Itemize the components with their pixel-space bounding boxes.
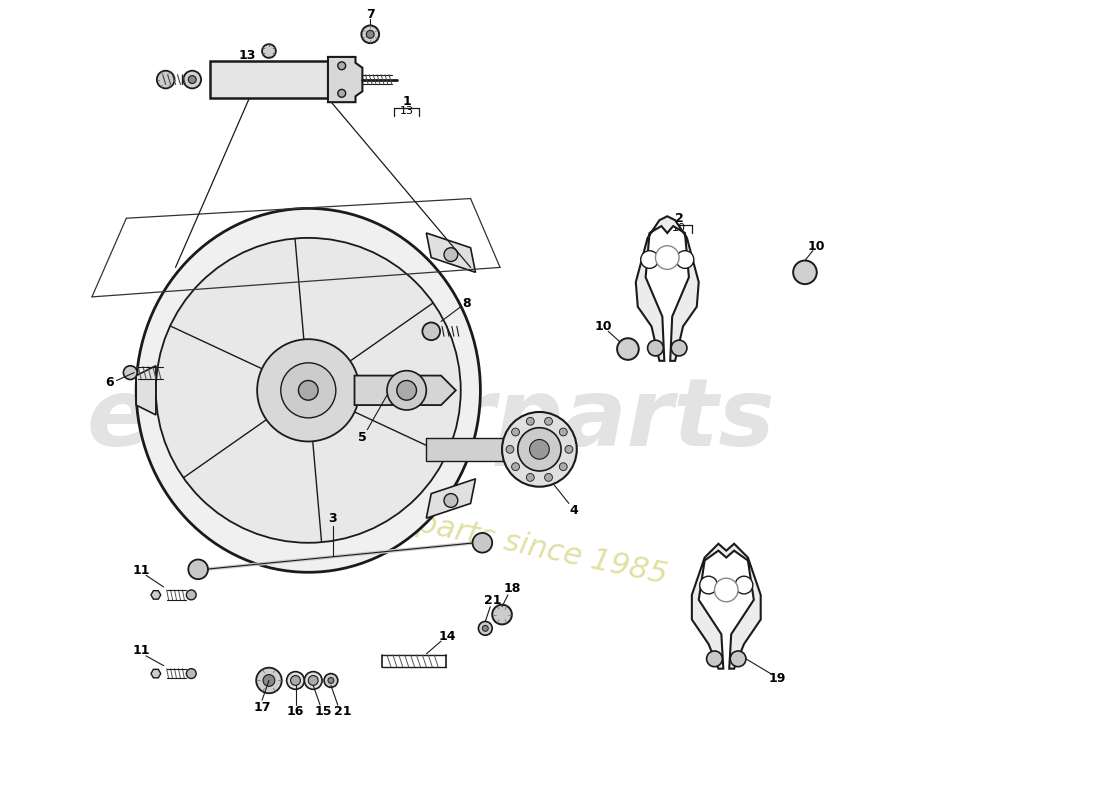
- Text: 5: 5: [358, 431, 366, 444]
- Circle shape: [706, 651, 723, 666]
- Circle shape: [338, 90, 345, 98]
- Text: 16: 16: [287, 706, 305, 718]
- Polygon shape: [354, 375, 455, 405]
- Circle shape: [544, 418, 552, 426]
- Ellipse shape: [136, 208, 481, 572]
- Circle shape: [527, 474, 535, 482]
- Text: 2: 2: [674, 212, 683, 225]
- Circle shape: [559, 462, 568, 470]
- Circle shape: [492, 605, 512, 625]
- Circle shape: [257, 339, 360, 442]
- Circle shape: [186, 669, 196, 678]
- Circle shape: [387, 370, 427, 410]
- Text: 15: 15: [315, 706, 332, 718]
- Circle shape: [188, 559, 208, 579]
- Circle shape: [366, 30, 374, 38]
- Circle shape: [793, 261, 817, 284]
- Circle shape: [506, 446, 514, 454]
- Text: 14: 14: [438, 630, 455, 642]
- Polygon shape: [136, 366, 156, 415]
- Circle shape: [518, 428, 561, 471]
- Circle shape: [529, 439, 549, 459]
- Polygon shape: [151, 590, 161, 599]
- Text: 8: 8: [462, 298, 471, 310]
- Text: 11: 11: [132, 645, 150, 658]
- Circle shape: [123, 366, 138, 379]
- Text: 11: 11: [132, 564, 150, 577]
- Polygon shape: [692, 544, 761, 669]
- Circle shape: [256, 668, 282, 694]
- Circle shape: [422, 322, 440, 340]
- Circle shape: [512, 428, 519, 436]
- Circle shape: [157, 70, 175, 89]
- Circle shape: [473, 533, 492, 553]
- Circle shape: [676, 250, 694, 268]
- Circle shape: [397, 381, 417, 400]
- Circle shape: [262, 44, 276, 58]
- Text: 6: 6: [106, 376, 114, 389]
- Circle shape: [280, 362, 336, 418]
- Circle shape: [287, 672, 305, 690]
- Circle shape: [263, 674, 275, 686]
- Circle shape: [156, 238, 461, 542]
- Polygon shape: [427, 438, 505, 461]
- Circle shape: [700, 576, 717, 594]
- Text: 10: 10: [672, 223, 686, 233]
- Polygon shape: [328, 57, 362, 102]
- Polygon shape: [636, 216, 698, 361]
- Circle shape: [715, 578, 738, 602]
- Circle shape: [483, 626, 488, 631]
- Circle shape: [730, 651, 746, 666]
- Circle shape: [544, 474, 552, 482]
- Text: 10: 10: [808, 240, 825, 254]
- Bar: [210, 61, 328, 98]
- Circle shape: [328, 678, 334, 683]
- Circle shape: [617, 338, 639, 360]
- Circle shape: [656, 246, 679, 270]
- Polygon shape: [151, 670, 161, 678]
- Circle shape: [444, 248, 458, 262]
- Text: 21: 21: [484, 594, 502, 607]
- Circle shape: [338, 62, 345, 70]
- Text: 17: 17: [253, 701, 271, 714]
- Circle shape: [186, 590, 196, 600]
- Text: 13: 13: [399, 106, 414, 116]
- Circle shape: [362, 26, 380, 43]
- Text: 10: 10: [595, 320, 612, 333]
- Text: 13: 13: [239, 50, 256, 62]
- Text: eurocarparts: eurocarparts: [87, 374, 776, 466]
- Circle shape: [565, 446, 573, 454]
- Circle shape: [559, 428, 568, 436]
- Text: 1: 1: [403, 94, 411, 108]
- Circle shape: [648, 340, 663, 356]
- Text: 19: 19: [769, 672, 786, 685]
- Circle shape: [527, 418, 535, 426]
- Polygon shape: [427, 233, 475, 272]
- Circle shape: [512, 462, 519, 470]
- Circle shape: [188, 76, 196, 83]
- Circle shape: [640, 250, 659, 268]
- Text: 4: 4: [570, 504, 579, 517]
- Text: 21: 21: [334, 706, 352, 718]
- Circle shape: [444, 494, 458, 507]
- Text: 18: 18: [503, 582, 520, 595]
- Circle shape: [502, 412, 576, 486]
- Circle shape: [735, 576, 752, 594]
- Text: 7: 7: [366, 8, 375, 21]
- Circle shape: [478, 622, 492, 635]
- Circle shape: [305, 672, 322, 690]
- Circle shape: [308, 675, 318, 686]
- Circle shape: [324, 674, 338, 687]
- Circle shape: [671, 340, 686, 356]
- Circle shape: [298, 381, 318, 400]
- Circle shape: [184, 70, 201, 89]
- Circle shape: [290, 675, 300, 686]
- Text: 12: 12: [240, 61, 254, 70]
- Text: 3: 3: [329, 512, 338, 525]
- Text: a passion for parts since 1985: a passion for parts since 1985: [212, 466, 670, 590]
- Polygon shape: [427, 479, 475, 518]
